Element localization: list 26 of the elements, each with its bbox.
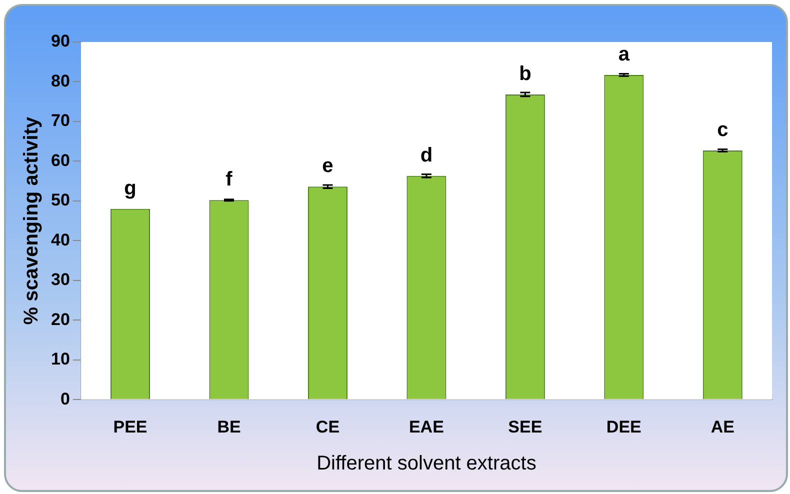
annotation: g [124, 177, 136, 200]
annotation: e [322, 155, 334, 178]
x-tick-label: PEE [113, 417, 148, 436]
y-tick-label: 20 [50, 310, 70, 329]
x-tick-label: BE [217, 417, 241, 436]
y-axis-title: % scavenging activity [20, 116, 43, 325]
y-tick-label: 80 [50, 71, 70, 90]
y-tick-label: 30 [50, 270, 70, 290]
y-tick-label: 40 [50, 230, 70, 250]
y-tick-label: 70 [50, 111, 70, 130]
annotation: d [420, 144, 433, 166]
x-tick-label: CE [316, 417, 340, 436]
annotation: a [618, 43, 630, 66]
y-tick-label: 0 [60, 389, 70, 408]
x-axis-title: Different solvent extracts [316, 452, 536, 475]
y-tick-label: 90 [50, 32, 70, 51]
annotation: b [519, 62, 532, 85]
x-tick-label: AE [710, 417, 734, 436]
x-tick-label: DEE [606, 417, 642, 436]
x-tick-label: EAE [408, 417, 444, 436]
y-tick-label: 60 [50, 150, 70, 170]
annotation: c [717, 118, 728, 141]
y-tick-label: 50 [50, 190, 70, 210]
annotation: f [226, 168, 233, 191]
y-tick-label: 10 [50, 350, 70, 369]
x-tick-label: SEE [508, 417, 542, 436]
